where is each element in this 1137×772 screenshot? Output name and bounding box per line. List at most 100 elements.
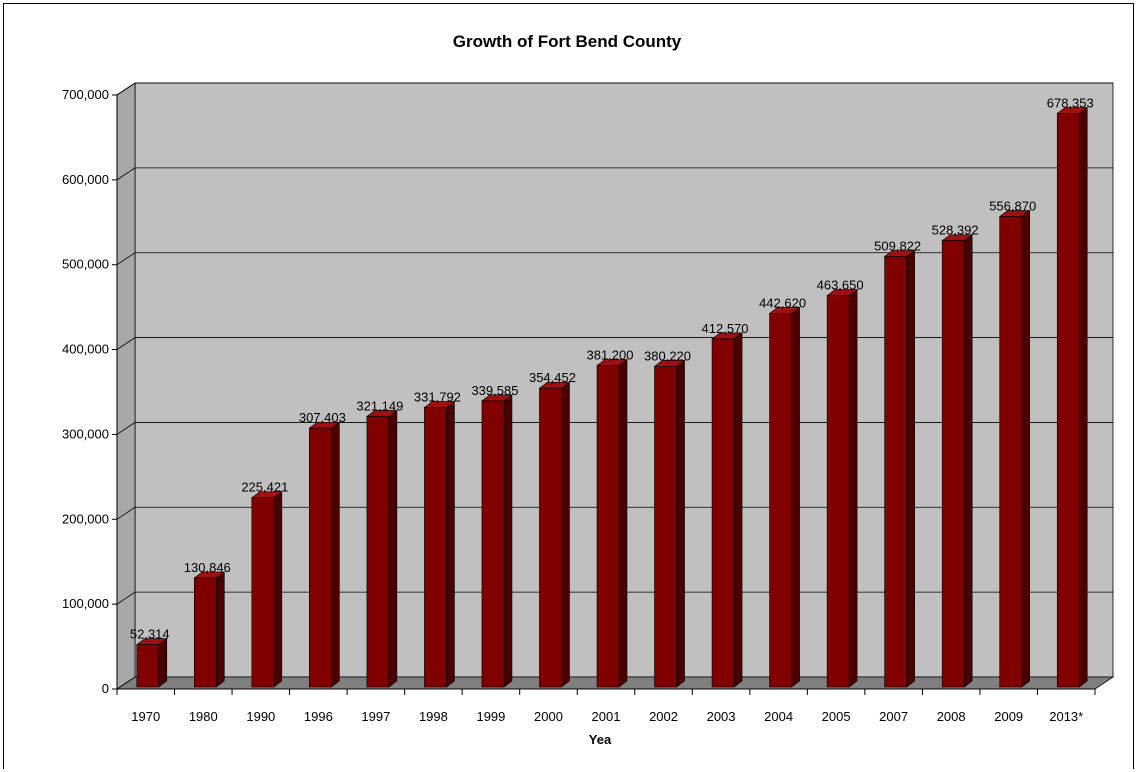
bar [423, 400, 456, 688]
bar-front [711, 338, 735, 688]
bar [653, 359, 686, 688]
bar-side [503, 394, 513, 688]
data-label: 331,792 [414, 389, 461, 404]
bar-front [136, 644, 160, 688]
x-tick-label: 1980 [189, 709, 218, 724]
bar-side [963, 234, 973, 688]
x-tick-label: 1996 [304, 709, 333, 724]
data-label: 354,452 [529, 370, 576, 385]
bar-side [446, 400, 455, 688]
x-tick-label: 1970 [131, 709, 160, 724]
y-tick-label: 200,000 [62, 511, 109, 526]
data-label: 307,403 [299, 410, 346, 425]
x-tick-label: 2009 [994, 709, 1023, 724]
y-tick-label: 100,000 [62, 596, 109, 611]
bar-front [826, 295, 850, 688]
bar-side [618, 358, 628, 688]
bar-side [561, 381, 570, 688]
bar [711, 332, 743, 688]
bar [250, 491, 283, 688]
x-tick-label: 1997 [361, 709, 390, 724]
gridline [116, 167, 1113, 181]
x-tick-label: 1999 [476, 709, 505, 724]
bar [1056, 106, 1089, 688]
bar [193, 571, 226, 688]
x-tick-label: 2005 [822, 709, 851, 724]
bar-side [388, 409, 398, 688]
x-tick-label: 2013* [1049, 709, 1083, 724]
y-tick-label: 300,000 [62, 426, 109, 441]
bar [365, 409, 398, 688]
bar-side [791, 306, 800, 688]
data-label: 339,585 [471, 383, 518, 398]
bar-front [999, 216, 1023, 688]
data-label: 225,421 [241, 480, 288, 495]
gridline [116, 252, 1113, 266]
bar-front [539, 387, 562, 688]
y-tick-label: 600,000 [62, 172, 109, 187]
bar-front [251, 497, 275, 688]
y-tick-label: 700,000 [62, 87, 109, 102]
data-label: 442,620 [759, 295, 806, 310]
bar-front [884, 256, 907, 688]
data-label: 412,570 [702, 321, 749, 336]
bars [135, 106, 1089, 688]
bar-front [481, 400, 505, 688]
y-tick-label: 400,000 [62, 342, 109, 357]
bar-side [906, 249, 915, 688]
chart-border [3, 3, 1134, 769]
data-labels: 52,314 130,846 225,421 307,403 321,149 331,79… [130, 95, 1094, 641]
bar-front [366, 416, 390, 688]
chart-title: Growth of Fort Bend County [453, 32, 682, 51]
x-tick-label: 2004 [764, 709, 793, 724]
bar-side [848, 288, 858, 688]
x-tick-label: 2007 [879, 709, 908, 724]
bar [538, 381, 571, 688]
data-label: 556,870 [989, 198, 1036, 213]
data-label: 678,353 [1047, 95, 1094, 110]
bar-side [273, 491, 283, 688]
x-axis-title: Yea [589, 732, 612, 747]
data-label: 130,846 [184, 560, 231, 575]
bar-front [309, 427, 332, 688]
x-axis-ticks: 1970 1980 1990 1996 1997 1998 1999 2000 2001 2002… [116, 688, 1096, 724]
y-tick-label: 500,000 [62, 257, 109, 272]
x-tick-label: 2000 [534, 709, 563, 724]
bar-front [596, 365, 620, 688]
y-tick-label: 0 [102, 681, 109, 696]
data-label: 380,220 [644, 348, 691, 363]
bar [308, 421, 341, 688]
gridline [116, 82, 1113, 96]
bar-front [941, 240, 965, 688]
data-label: 463,650 [817, 278, 864, 293]
bar [135, 638, 168, 688]
data-label: 321,149 [356, 398, 403, 413]
bar [596, 358, 628, 688]
bar-front [654, 366, 677, 688]
bar-front [1056, 113, 1080, 688]
bar-front [769, 313, 792, 688]
bar [883, 249, 916, 688]
data-label: 528,392 [932, 223, 979, 238]
data-label: 509,822 [874, 238, 921, 253]
data-label: 381,200 [587, 348, 634, 363]
bar-side [158, 638, 168, 688]
bar-front [424, 407, 447, 688]
x-tick-label: 2002 [649, 709, 678, 724]
x-tick-label: 2001 [592, 709, 621, 724]
x-tick-label: 1990 [246, 709, 275, 724]
bar-side [1021, 209, 1031, 688]
bar [826, 288, 859, 688]
bar [768, 306, 801, 688]
bar [998, 209, 1031, 688]
x-tick-label: 1998 [419, 709, 448, 724]
x-tick-label: 2008 [937, 709, 966, 724]
bar-side [733, 332, 743, 688]
bar [481, 394, 513, 688]
bar-front [193, 577, 217, 688]
bar-side [331, 421, 340, 688]
data-label: 52,314 [130, 627, 170, 642]
bar-side [1078, 106, 1088, 688]
